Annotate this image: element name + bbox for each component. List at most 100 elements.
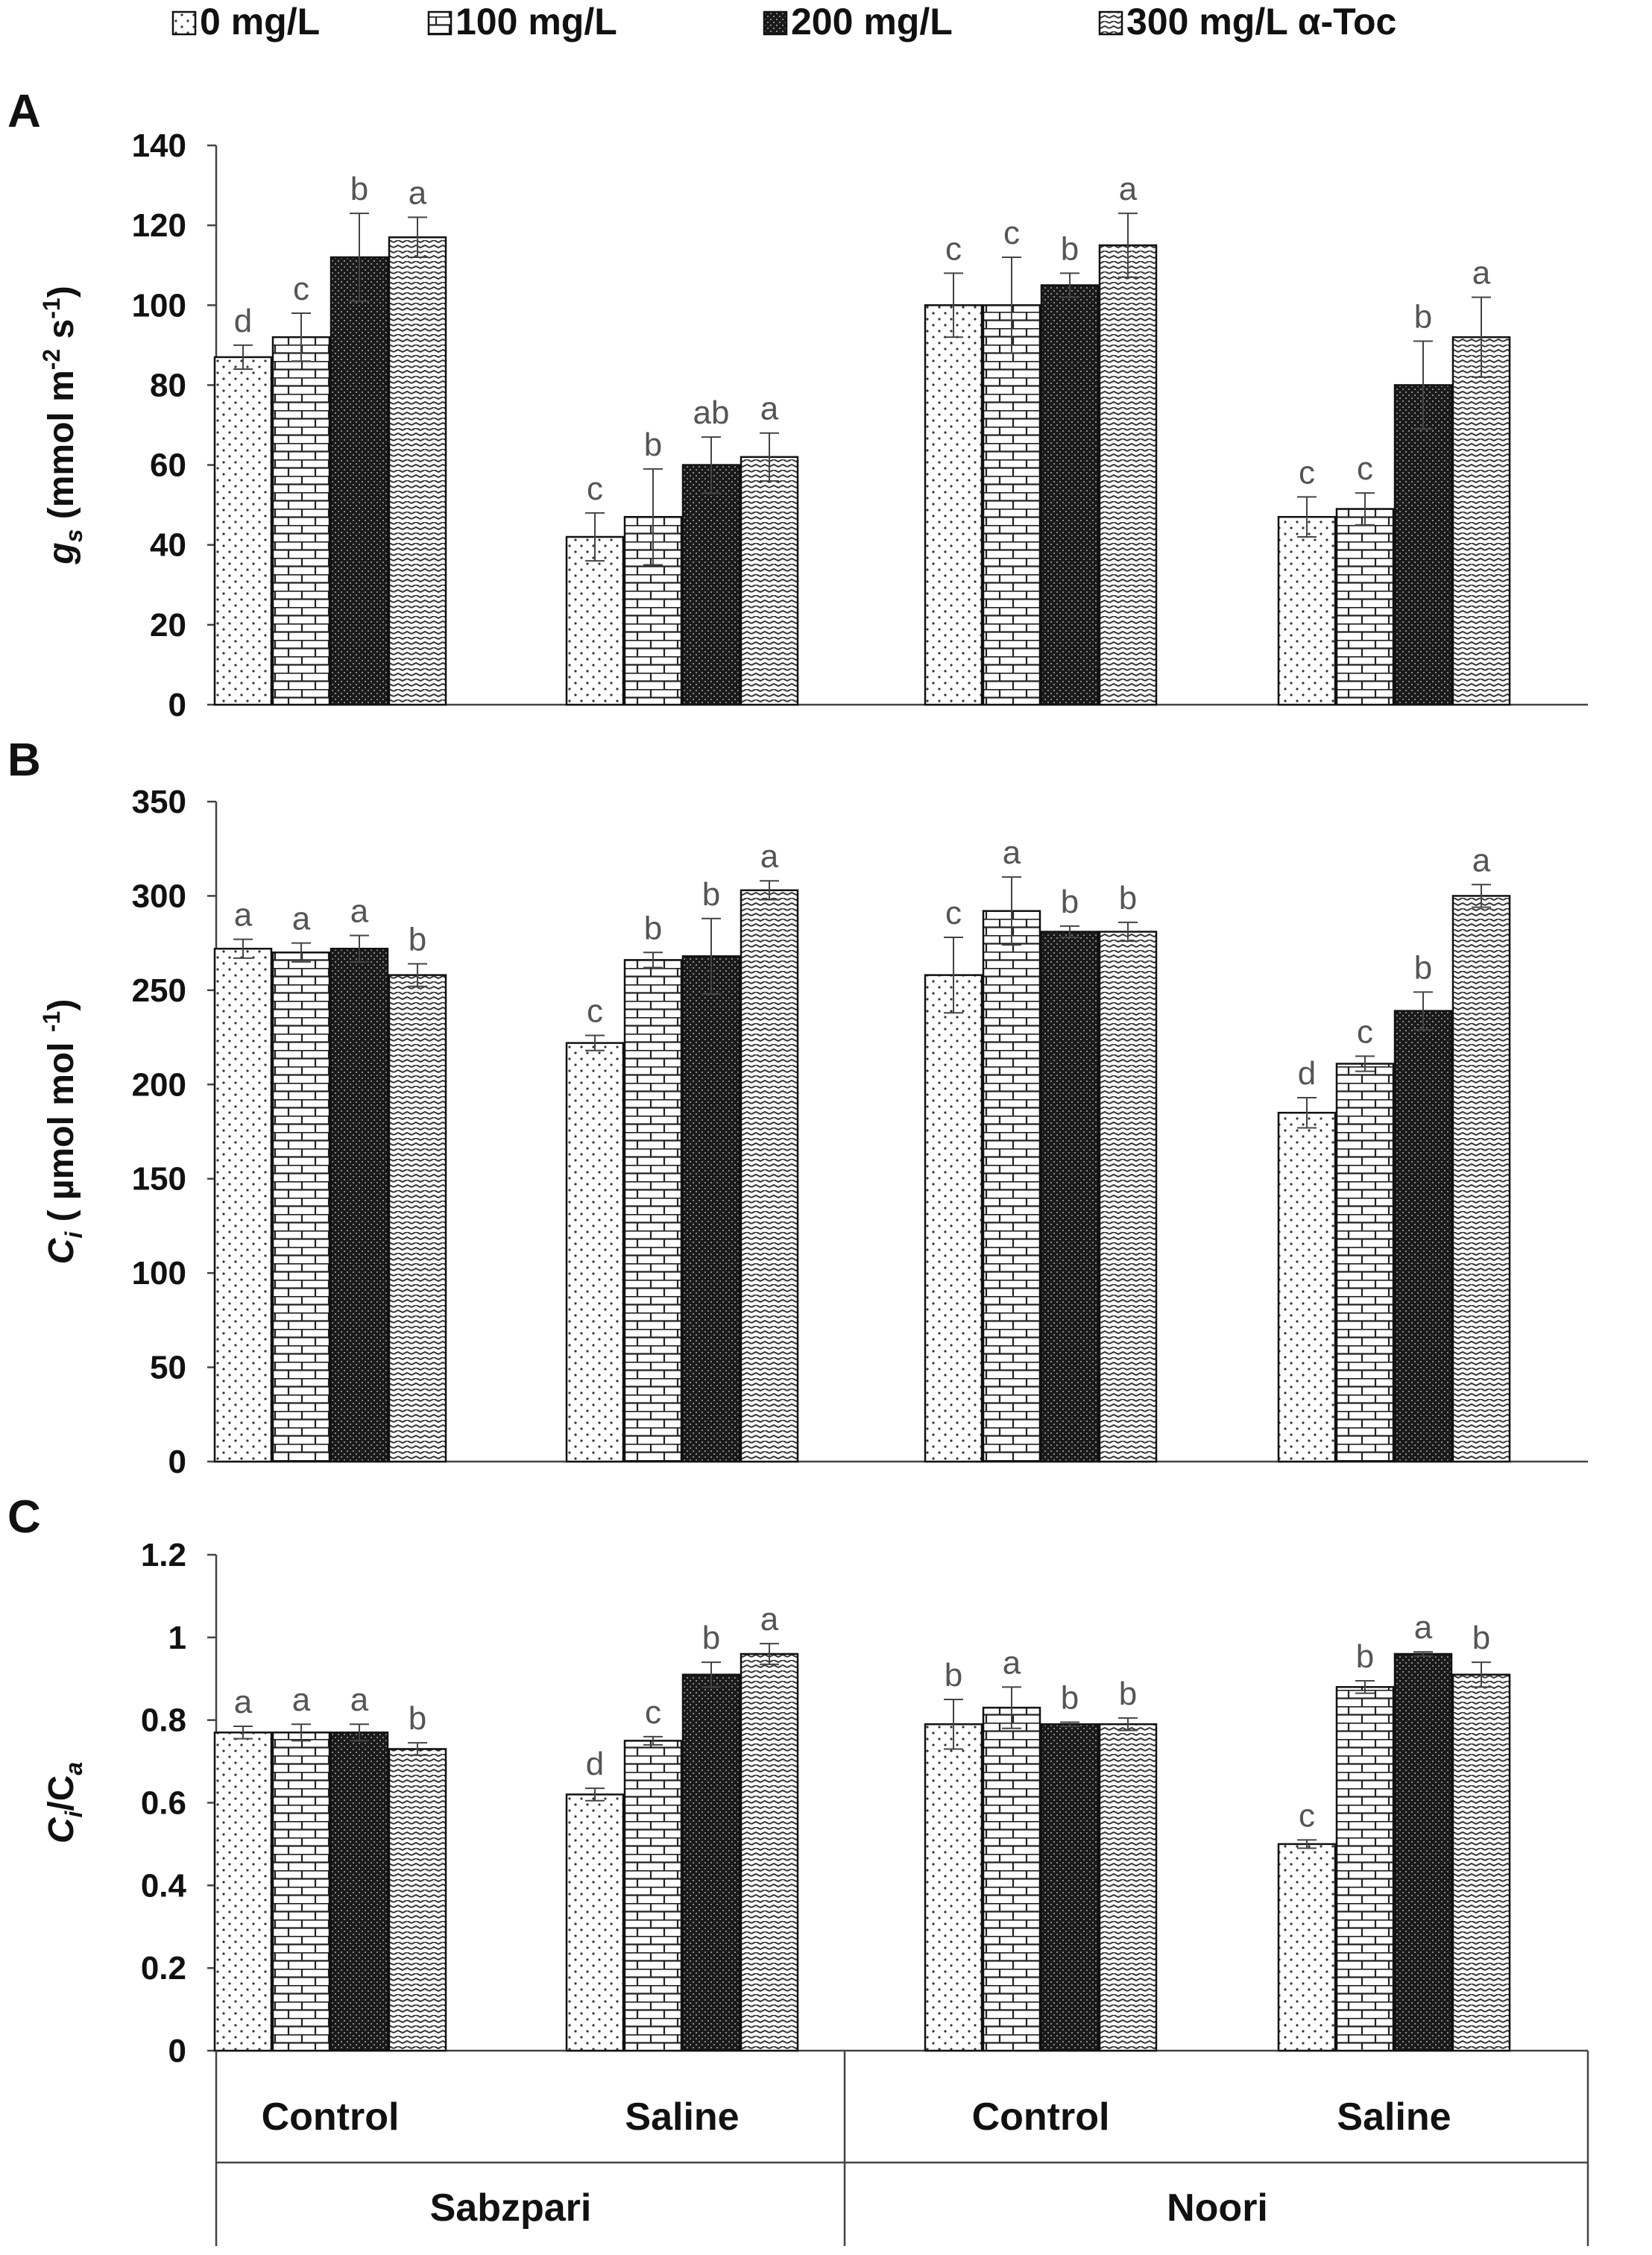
bar-group: b xyxy=(388,1700,447,2052)
panel-label: A xyxy=(7,86,41,137)
bar-group: b xyxy=(1098,1676,1158,2052)
significance-letter: c xyxy=(587,471,603,507)
bar-group: b xyxy=(1098,880,1158,1463)
bar-group: c xyxy=(271,271,331,706)
bar xyxy=(1040,1723,1100,2052)
significance-letter: b xyxy=(945,1657,962,1693)
bar-group: a xyxy=(213,1684,273,2052)
bar-group: a xyxy=(330,1682,389,2052)
y-tick-label: 0.8 xyxy=(141,1702,186,1739)
bar-group: a xyxy=(740,391,799,706)
bar-group: c xyxy=(565,471,625,706)
bar-group: a xyxy=(1451,842,1511,1463)
y-tick-label: 0.6 xyxy=(141,1785,186,1822)
y-tick-label: 0.2 xyxy=(141,1950,186,1987)
y-tick-label: 150 xyxy=(132,1161,186,1198)
bar xyxy=(1393,1010,1453,1463)
bar xyxy=(1451,336,1511,706)
significance-letter: a xyxy=(760,838,779,875)
bar xyxy=(330,1732,389,2052)
bar-group: a xyxy=(1451,255,1511,706)
bar-group: a xyxy=(271,901,331,1463)
y-axis-title-part: C xyxy=(42,1817,81,1843)
legend-swatch xyxy=(171,10,197,36)
significance-letter: a xyxy=(1119,171,1138,207)
bar-group: b xyxy=(623,910,683,1463)
bar xyxy=(565,1042,625,1463)
legend-swatch xyxy=(1098,10,1123,36)
bar xyxy=(565,1793,625,2052)
bar xyxy=(1098,244,1158,706)
bar xyxy=(681,464,741,706)
bar-group: c xyxy=(565,993,625,1463)
bar xyxy=(271,1732,331,2052)
legend-label: 100 mg/L xyxy=(455,1,617,43)
legend-label: 0 mg/L xyxy=(200,1,320,43)
y-axis-title-part: i xyxy=(60,1231,87,1239)
bar xyxy=(1335,508,1395,706)
bar-group: a xyxy=(330,893,389,1463)
bar xyxy=(1277,1843,1337,2052)
bar xyxy=(740,889,799,1463)
bar-group: a xyxy=(271,1682,331,2052)
significance-letter: b xyxy=(644,910,662,946)
bar xyxy=(213,947,273,1463)
y-axis-title: Ci ( µmol mol -1) xyxy=(38,999,87,1265)
significance-letter: a xyxy=(292,1682,311,1718)
significance-letter: c xyxy=(1299,454,1315,491)
bar-group: b xyxy=(1393,949,1453,1463)
bar xyxy=(623,959,683,1463)
significance-letter: a xyxy=(1003,1644,1021,1681)
y-tick-label: 80 xyxy=(150,367,186,403)
y-tick-label: 300 xyxy=(132,878,186,914)
bar-group: b xyxy=(681,1620,741,2052)
bar-group: c xyxy=(982,215,1041,706)
bar-group: c xyxy=(1335,1013,1395,1463)
x-category-label: Saline xyxy=(1337,2095,1451,2139)
y-axis-title-part: C xyxy=(42,1237,81,1264)
legend-item-0: 0 mg/L xyxy=(171,1,320,43)
significance-letter: a xyxy=(292,901,311,937)
significance-letter: c xyxy=(587,993,603,1030)
bar-group: a xyxy=(740,838,799,1463)
legend-label: 300 mg/L α-Toc xyxy=(1126,1,1396,43)
bar xyxy=(1040,931,1100,1463)
y-tick-label: 0.4 xyxy=(141,1867,187,1904)
bar-group: c xyxy=(1335,450,1395,706)
panel-label: B xyxy=(7,735,41,786)
significance-letter: c xyxy=(293,271,309,307)
x-variety-label: Noori xyxy=(1167,2186,1268,2230)
bar xyxy=(330,947,389,1463)
significance-letter: b xyxy=(1061,230,1079,267)
bar xyxy=(565,535,625,706)
bar xyxy=(1098,1723,1158,2052)
significance-letter: d xyxy=(234,303,252,339)
significance-letter: b xyxy=(1119,1676,1137,1712)
significance-letter: c xyxy=(945,230,962,267)
legend-item-1: 100 mg/L xyxy=(427,1,617,43)
significance-letter: c xyxy=(645,1694,661,1731)
significance-letter: a xyxy=(1472,842,1491,878)
bar xyxy=(1393,384,1453,706)
bar xyxy=(1277,515,1337,706)
bar-group: b xyxy=(623,427,683,706)
bar-group: a xyxy=(982,834,1041,1463)
y-axis-title-part: ) xyxy=(42,999,81,1011)
bar xyxy=(681,955,741,1463)
significance-letter: b xyxy=(644,427,662,463)
y-axis-title-part: ( µmol mol xyxy=(42,1032,81,1232)
bar xyxy=(1451,895,1511,1463)
y-axis-title-part: -1 xyxy=(38,1011,65,1032)
significance-letter: a xyxy=(234,1684,253,1720)
y-tick-label: 100 xyxy=(132,287,186,324)
bar-group: b xyxy=(681,876,741,1463)
bar xyxy=(1098,931,1158,1463)
significance-letter: b xyxy=(409,921,426,957)
panel-B: B 0 50 100 150 200 250 300 350 Ci ( µmol mol -1) a… xyxy=(7,735,1588,1480)
bar xyxy=(1335,1063,1395,1463)
bar xyxy=(1393,1652,1453,2052)
bar-group: a xyxy=(740,1601,799,2052)
